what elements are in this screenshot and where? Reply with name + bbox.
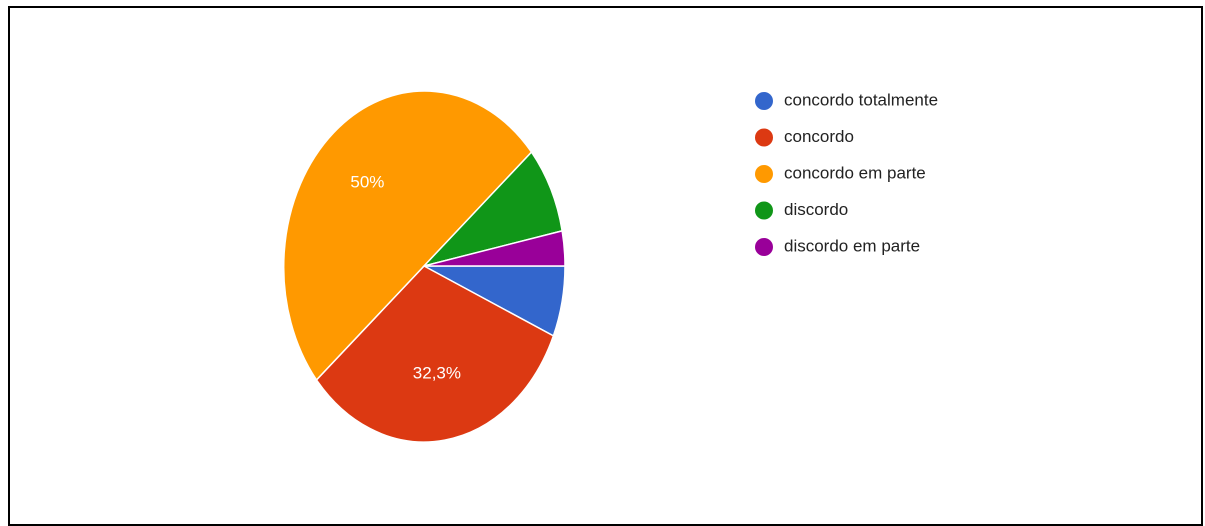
pie-slices — [282, 90, 566, 443]
pie-slice-concordo-em-parte — [282, 90, 533, 382]
legend-swatch-concordo-em-parte — [755, 165, 773, 183]
chart-frame — [8, 6, 1203, 526]
legend-label-discordo-em-parte: discordo em parte — [784, 236, 920, 255]
chart-title-cropped — [0, 0, 1205, 7]
legend-label-concordo: concordo — [784, 127, 854, 146]
pie-slice-discordo — [421, 150, 564, 268]
legend-swatch-discordo-em-parte — [755, 238, 773, 256]
pie-data-label-concordo: 32,3% — [413, 363, 461, 382]
legend-swatch-discordo — [755, 201, 773, 220]
legend-label-concordo-totalmente: concordo totalmente — [784, 90, 938, 109]
pie-slice-concordo — [315, 265, 555, 443]
legend-swatch-concordo — [755, 128, 773, 147]
pie-slice-discordo-em-parte — [423, 229, 566, 267]
legend-label-discordo: discordo — [784, 200, 848, 219]
pie-chart: 32,3%50% concordo totalmenteconcordoconc… — [282, 90, 938, 443]
pie-data-label-concordo-em-parte: 50% — [350, 172, 384, 191]
pie-data-labels: 32,3% 50% — [350, 172, 461, 382]
legend-swatch-concordo-totalmente — [755, 92, 773, 110]
legend-label-concordo-em-parte: concordo em parte — [784, 163, 926, 182]
chart-legend: concordo totalmente concordo concordo em p… — [755, 90, 938, 256]
